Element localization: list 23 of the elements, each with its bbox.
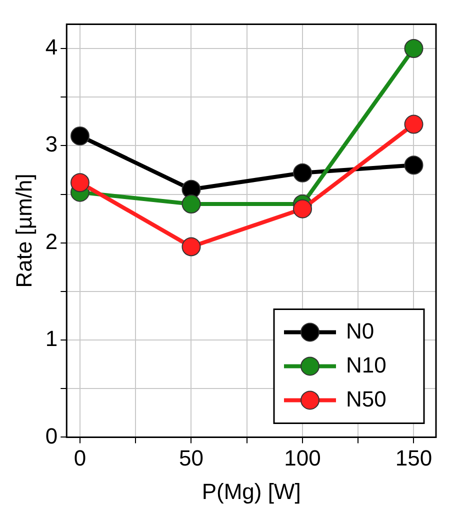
- y-tick-label: 0: [45, 423, 58, 448]
- point: [70, 126, 90, 146]
- y-tick-label: 3: [45, 132, 58, 157]
- x-tick-label: 0: [74, 445, 86, 470]
- point: [182, 194, 201, 214]
- y-tick-label: 1: [45, 326, 58, 352]
- legend-label: N0: [346, 318, 374, 344]
- y-tick-label: 2: [45, 228, 58, 254]
- x-axis-title: P(Mg) [W]: [202, 478, 301, 504]
- x-tick-label: 150: [395, 445, 432, 470]
- point: [404, 156, 424, 175]
- y-axis-title: Rate [µm/h]: [11, 174, 36, 288]
- x-tick-label: 100: [284, 445, 321, 470]
- point: [404, 38, 424, 58]
- point: [70, 173, 90, 192]
- point: [182, 237, 201, 256]
- point: [292, 163, 312, 182]
- y-tick-label: 4: [45, 34, 58, 60]
- x-tick-label: 50: [179, 445, 204, 470]
- point: [292, 199, 312, 218]
- point: [404, 114, 424, 134]
- legend-label: N50: [346, 386, 386, 412]
- legend-label: N10: [346, 352, 386, 378]
